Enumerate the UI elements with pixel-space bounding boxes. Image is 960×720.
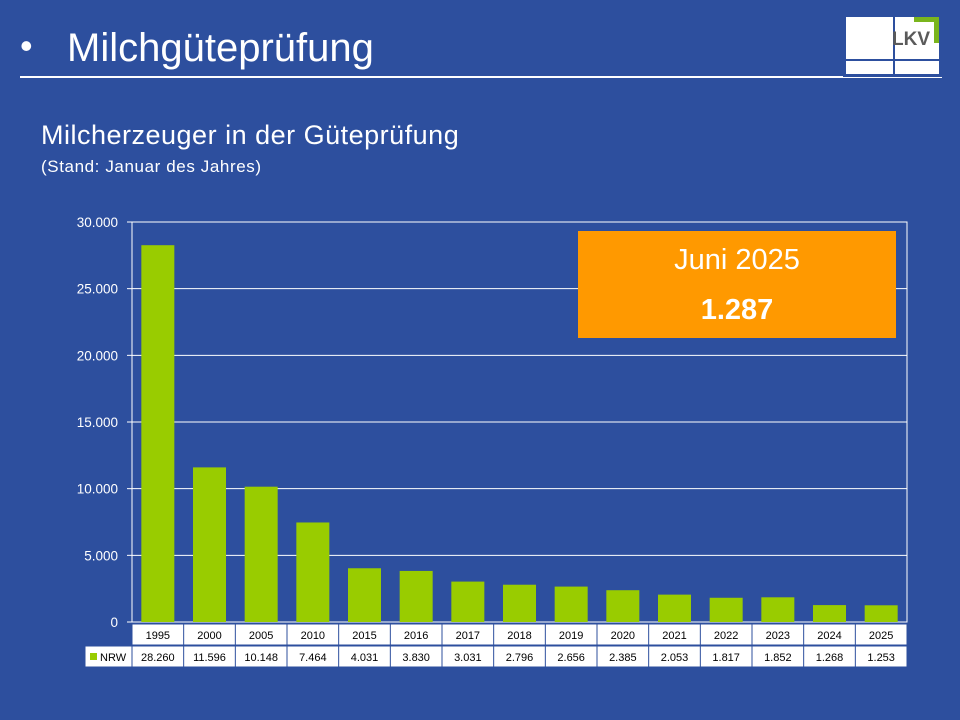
x-category-label: 2022 xyxy=(714,630,738,642)
y-tick-label: 20.000 xyxy=(77,348,118,363)
data-value-label: 10.148 xyxy=(244,652,278,664)
slide-title: Milchgüteprüfung xyxy=(67,26,374,70)
chart-title: Milcherzeuger in der Güteprüfung xyxy=(41,120,460,150)
lkv-logo-text: LKV xyxy=(892,29,930,50)
x-category-label: 2021 xyxy=(662,630,686,642)
bar xyxy=(606,590,640,622)
lkv-logo: LKV xyxy=(843,14,942,77)
x-category-label: 2020 xyxy=(611,630,635,642)
bar xyxy=(658,594,691,622)
y-tick-label: 5.000 xyxy=(84,548,118,563)
x-category-label: 2015 xyxy=(352,630,376,642)
data-value-label: 3.830 xyxy=(402,652,430,664)
data-value-label: 1.817 xyxy=(712,652,740,664)
x-category-label: 2000 xyxy=(197,630,221,642)
lkv-logo-graphic: LKV xyxy=(843,14,942,77)
x-category-label: 1995 xyxy=(146,630,170,642)
bar xyxy=(399,570,433,622)
x-category-label: 2023 xyxy=(766,630,790,642)
data-value-label: 2.053 xyxy=(661,652,689,664)
bar xyxy=(193,467,226,622)
data-value-label: 7.464 xyxy=(299,652,327,664)
bar xyxy=(554,586,588,622)
data-value-label: 2.656 xyxy=(557,652,585,664)
bar xyxy=(864,605,898,622)
y-tick-label: 25.000 xyxy=(77,282,118,297)
legend-swatch xyxy=(90,653,97,660)
data-value-label: 11.596 xyxy=(193,652,226,664)
x-category-label: 2017 xyxy=(456,630,480,642)
bar xyxy=(348,568,381,622)
data-value-label: 1.852 xyxy=(764,652,792,664)
data-value-label: 1.268 xyxy=(816,652,844,664)
data-value-label: 3.031 xyxy=(454,652,482,664)
chart-subtitle: (Stand: Januar des Jahres) xyxy=(41,157,262,176)
data-value-label: 28.260 xyxy=(141,652,175,664)
table-data-row xyxy=(85,646,907,667)
title-divider xyxy=(20,76,942,78)
current-value-callout: Juni 2025 1.287 xyxy=(578,231,896,338)
bar xyxy=(813,605,846,622)
data-value-label: 2.796 xyxy=(506,652,534,664)
bar xyxy=(761,597,795,622)
bar xyxy=(451,581,485,622)
legend-label: NRW xyxy=(100,652,127,664)
data-value-label: 4.031 xyxy=(351,652,379,664)
bar xyxy=(141,245,175,622)
data-value-label: 1.253 xyxy=(867,652,895,664)
slide-header: • Milchgüteprüfung xyxy=(0,0,960,80)
bar xyxy=(709,597,743,622)
y-tick-label: 30.000 xyxy=(77,215,118,230)
y-tick-label: 0 xyxy=(110,615,118,630)
x-category-label: 2005 xyxy=(249,630,273,642)
x-category-label: 2016 xyxy=(404,630,428,642)
table-header-row xyxy=(132,624,907,645)
bar xyxy=(296,522,330,622)
title-bullet: • xyxy=(20,25,33,66)
callout-value: 1.287 xyxy=(700,294,774,326)
x-category-label: 2019 xyxy=(559,630,583,642)
x-category-label: 2018 xyxy=(507,630,531,642)
x-category-label: 2024 xyxy=(817,630,841,642)
callout-label: Juni 2025 xyxy=(674,244,800,276)
bar xyxy=(244,486,278,622)
y-tick-label: 15.000 xyxy=(77,415,118,430)
bar xyxy=(503,584,536,622)
y-tick-label: 10.000 xyxy=(77,482,118,497)
x-category-label: 2025 xyxy=(869,630,893,642)
x-category-label: 2010 xyxy=(301,630,325,642)
data-value-label: 2.385 xyxy=(609,652,637,664)
table-data-border xyxy=(84,645,908,668)
